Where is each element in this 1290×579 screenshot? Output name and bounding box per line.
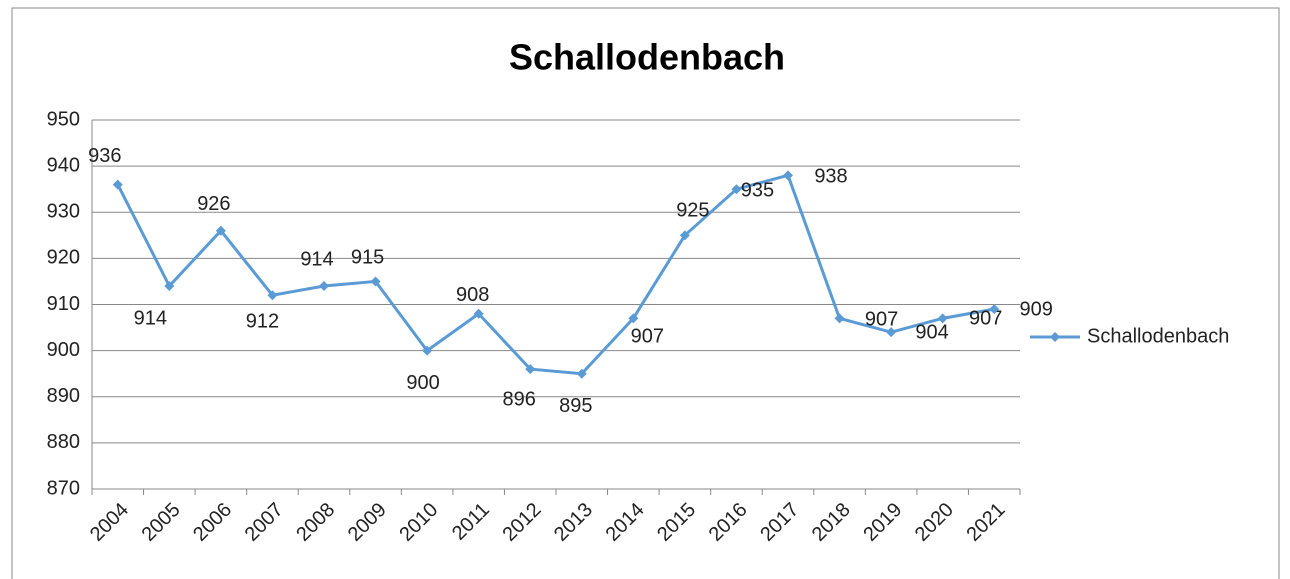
marker [628, 313, 639, 324]
y-tick-label: 940 [47, 154, 80, 176]
marker [215, 225, 226, 236]
data-label: 914 [134, 307, 167, 329]
data-label: 907 [631, 326, 664, 348]
marker [679, 230, 690, 241]
marker [783, 170, 793, 181]
data-label: 904 [915, 321, 948, 343]
data-label: 915 [351, 247, 384, 269]
marker [267, 290, 278, 301]
marker [422, 345, 433, 356]
data-label: 908 [456, 284, 489, 306]
marker [370, 276, 381, 287]
series-line [116, 173, 995, 376]
y-tick-label: 880 [47, 431, 80, 453]
data-label: 938 [814, 166, 847, 188]
marker [576, 368, 587, 379]
data-label: 926 [197, 193, 230, 215]
data-label: 895 [559, 395, 592, 417]
y-tick-label: 950 [47, 108, 80, 130]
data-label: 925 [676, 200, 709, 222]
data-label: 907 [865, 309, 898, 331]
marker [937, 313, 948, 324]
y-tick-label: 900 [47, 339, 80, 361]
marker [525, 364, 536, 375]
data-label: 900 [406, 372, 439, 394]
legend-marker [1050, 332, 1060, 342]
data-label: 909 [1020, 298, 1053, 320]
y-tick-label: 930 [47, 201, 80, 223]
legend-label: Schallodenbach [1087, 325, 1229, 347]
marker [473, 308, 484, 319]
data-label: 914 [300, 248, 333, 270]
data-label: 935 [741, 179, 774, 201]
marker [164, 281, 175, 292]
marker [319, 281, 329, 292]
y-tick-label: 890 [47, 385, 80, 407]
marker [112, 179, 123, 190]
marker [886, 327, 897, 338]
y-tick-label: 870 [47, 477, 80, 499]
y-tick-label: 920 [47, 247, 80, 269]
data-label: 936 [88, 145, 121, 167]
marker [834, 313, 845, 324]
data-label: 912 [246, 311, 279, 333]
marker [989, 304, 1000, 315]
chart-title: Schallodenbach [509, 37, 785, 78]
chart-border [11, 7, 1280, 579]
marker [731, 184, 742, 195]
data-label: 896 [503, 388, 536, 410]
y-tick-label: 910 [47, 293, 80, 315]
